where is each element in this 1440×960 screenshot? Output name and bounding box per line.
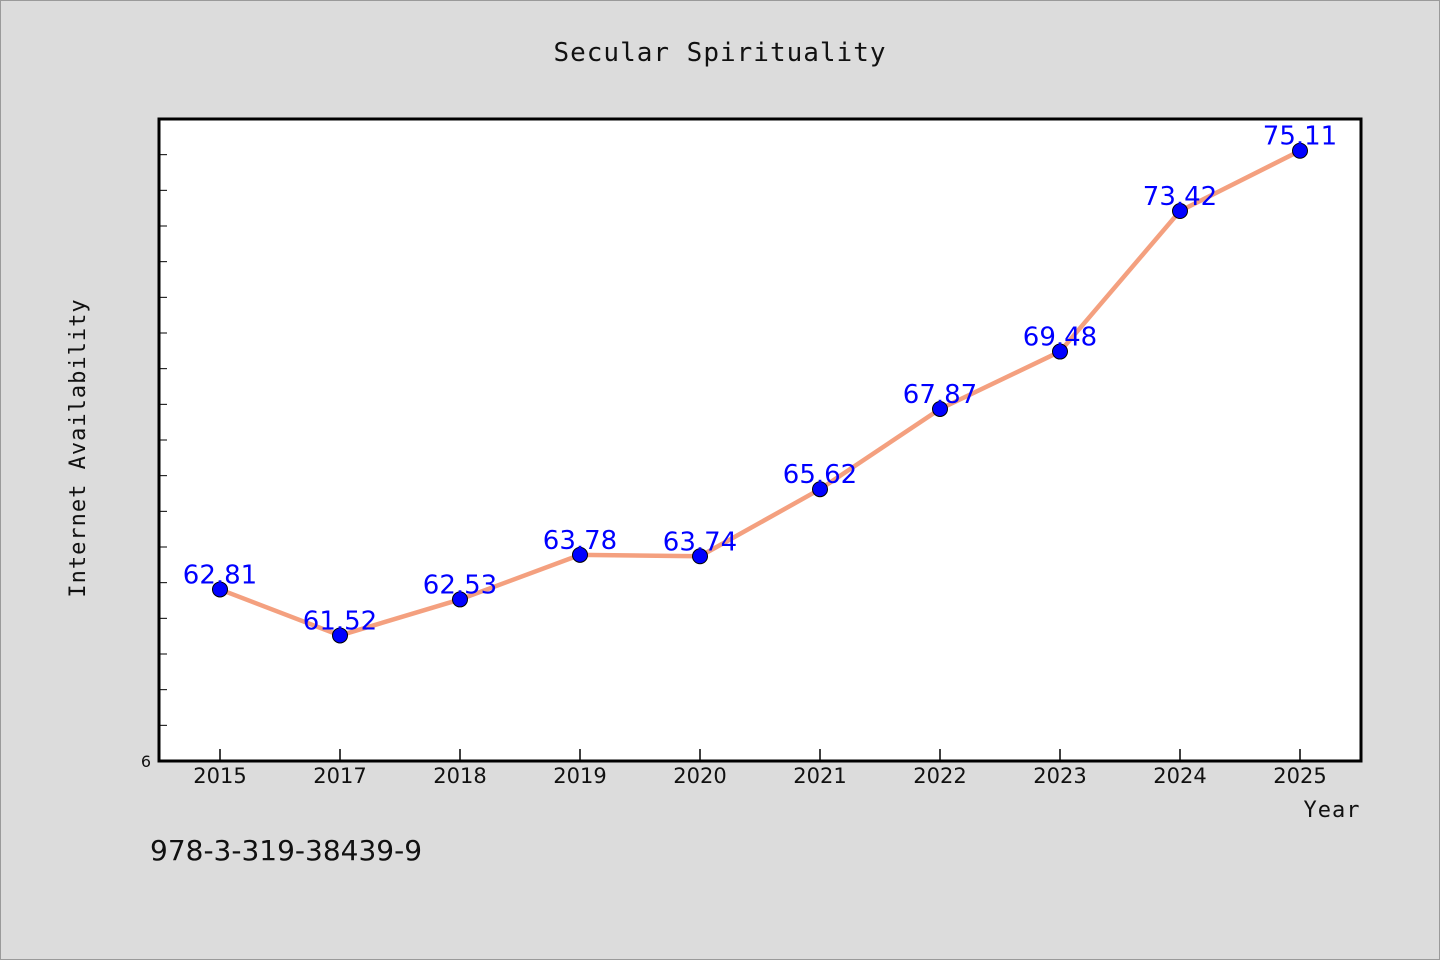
x-tick-label: 2017 (313, 764, 366, 788)
data-point (1292, 142, 1308, 159)
data-label: 65.62 (783, 460, 857, 490)
x-tick-label: 2024 (1153, 764, 1206, 788)
plot-area (157, 117, 1363, 763)
data-label: 75.11 (1263, 122, 1337, 152)
data-point (812, 481, 828, 498)
data-labels: 62.81 61.52 62.53 63.78 63.74 65.62 67.87 69.48… (183, 122, 1337, 637)
data-label: 61.52 (303, 606, 377, 636)
data-point (692, 548, 708, 565)
x-tick-label: 2022 (913, 764, 966, 788)
data-label: 67.87 (903, 380, 977, 410)
y-axis-ticks: 6 (141, 154, 167, 771)
data-point (1172, 203, 1188, 220)
y-tick-label: 6 (141, 752, 151, 771)
data-label: 62.81 (183, 560, 257, 590)
x-axis-ticks: 2015 2017 2018 2019 2020 2021 2022 2023 2024 2025 (193, 749, 1327, 788)
data-label: 73.42 (1143, 182, 1217, 212)
chart-title: Secular Spirituality (553, 38, 886, 68)
data-label: 63.74 (663, 527, 737, 557)
data-label: 69.48 (1023, 323, 1097, 353)
data-label: 63.78 (543, 526, 617, 556)
data-point (452, 591, 468, 608)
x-tick-label: 2015 (193, 764, 246, 788)
y-axis-label: Internet Availability (66, 298, 91, 597)
x-tick-label: 2020 (673, 764, 726, 788)
data-point (1052, 343, 1068, 360)
x-tick-label: 2021 (793, 764, 846, 788)
x-tick-label: 2025 (1273, 764, 1326, 788)
data-point (572, 546, 588, 563)
x-tick-label: 2018 (433, 764, 486, 788)
series-line-group (217, 148, 1303, 638)
series-line (217, 148, 1303, 638)
data-point (932, 400, 948, 417)
data-point (212, 581, 228, 598)
data-point (332, 627, 348, 644)
x-axis-label: Year (1304, 798, 1361, 823)
x-tick-label: 2023 (1033, 764, 1086, 788)
x-tick-label: 2019 (553, 764, 606, 788)
footer-code: 978-3-319-38439-9 (150, 834, 423, 867)
data-label: 62.53 (423, 570, 497, 600)
data-markers (212, 142, 1308, 644)
